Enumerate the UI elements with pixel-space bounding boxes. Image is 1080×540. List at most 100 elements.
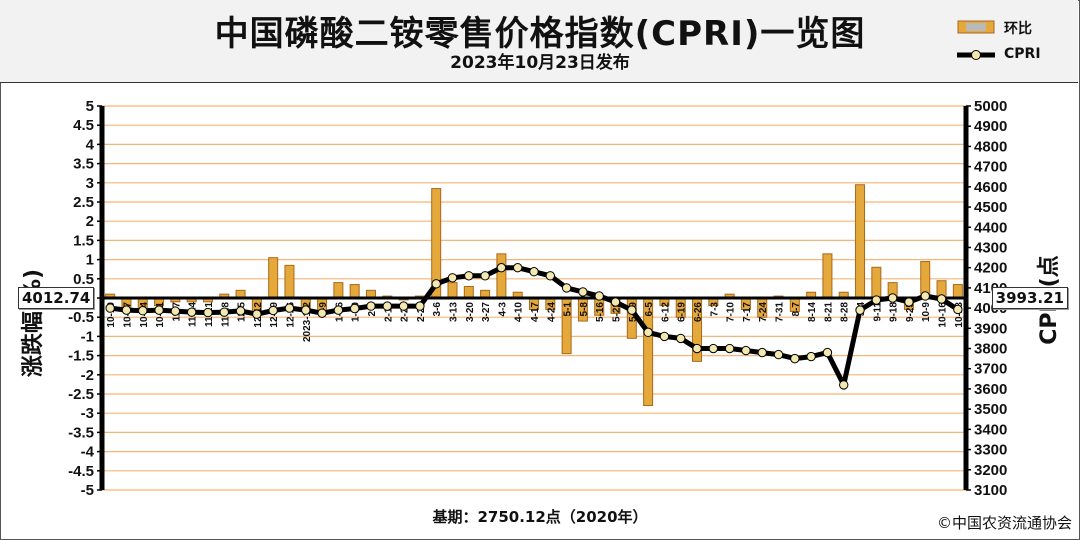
- right-tick-label: 3400: [974, 421, 1007, 438]
- x-tick-label: 8-28: [840, 302, 851, 322]
- right-tick-label: 4600: [974, 179, 1007, 196]
- x-tick-label: 4-3: [497, 302, 508, 317]
- cpri-point: [284, 303, 295, 313]
- cpri-point: [366, 301, 376, 311]
- x-tick-label: 10-16: [938, 302, 949, 328]
- x-tick-label: 2-20: [400, 302, 411, 322]
- x-tick-label: 3-27: [481, 302, 492, 322]
- x-tick-label: 9-25: [905, 302, 916, 322]
- cpri-point: [692, 343, 702, 354]
- x-tick-label: 10-10: [106, 302, 117, 328]
- cpri-point: [170, 306, 181, 316]
- cpri-point: [741, 345, 751, 356]
- cpri-point: [252, 309, 262, 319]
- cpri-point: [529, 267, 539, 277]
- x-tick-label: 3-6: [432, 302, 443, 317]
- cpri-point: [219, 307, 229, 317]
- left-tick-label: -4.5: [68, 463, 94, 480]
- base-period-note: 基期：2750.12点（2020年）: [432, 508, 648, 526]
- cpri-point: [773, 349, 784, 360]
- cpri-point: [235, 306, 246, 316]
- right-tick-label: 3500: [974, 401, 1007, 418]
- x-tick-label: 2023-1-2: [302, 302, 313, 342]
- x-tick-label: 7-24: [758, 302, 769, 322]
- left-tick-label: 2.5: [73, 194, 94, 211]
- bar-mark: [349, 284, 360, 299]
- legend-line-swatch-icon: [957, 50, 995, 60]
- cpri-point: [561, 283, 572, 293]
- left-tick-label: -1: [81, 328, 94, 345]
- cpri-point: [447, 273, 458, 283]
- right-tick-label: 4900: [974, 118, 1007, 135]
- legend-bar-label: 环比: [1004, 21, 1032, 37]
- x-tick-label: 6-12: [660, 302, 671, 322]
- left-tick-label: 4: [86, 136, 95, 153]
- right-tick-label: 3700: [974, 361, 1007, 378]
- x-tick-label: 2-27: [416, 302, 427, 322]
- right-tick-label: 3800: [974, 341, 1007, 358]
- cpri-point: [398, 301, 409, 311]
- end-value-label: 3993.21: [991, 287, 1068, 309]
- right-tick-label: 4700: [974, 159, 1007, 176]
- x-tick-label: 5-16: [595, 302, 606, 322]
- cpri-point: [936, 294, 947, 304]
- start-value-label: 4012.74: [18, 287, 95, 309]
- cpri-point: [904, 297, 914, 307]
- cpri-point: [349, 303, 360, 314]
- bar-mark: [822, 253, 833, 299]
- cpri-point: [154, 305, 164, 315]
- cpri-point: [757, 347, 767, 358]
- left-tick-label: 2: [86, 213, 94, 230]
- cpri-point: [121, 305, 132, 315]
- left-tick-label: 5: [86, 98, 94, 115]
- left-tick-label: 0.5: [73, 271, 94, 288]
- x-tick-label: 10-23: [954, 302, 965, 328]
- cpri-point: [643, 327, 653, 338]
- cpri-point: [496, 262, 507, 273]
- cpri-point: [186, 307, 197, 317]
- cpri-point: [871, 295, 882, 305]
- x-tick-label: 7-3: [709, 302, 720, 317]
- right-tick-label: 3100: [974, 482, 1007, 499]
- left-tick-label: 3.5: [73, 156, 94, 173]
- cpri-point: [480, 271, 490, 281]
- right-tick-label: 5000: [974, 98, 1007, 115]
- left-axis-title: 涨跌幅(%): [21, 269, 46, 377]
- cpri-point: [464, 271, 474, 281]
- bar-mark: [447, 282, 458, 299]
- bar-mark: [463, 285, 474, 299]
- legend-line-label: CPRI: [1004, 46, 1041, 62]
- cpri-point: [806, 351, 816, 362]
- cpri-point: [268, 305, 278, 316]
- cpri-point: [333, 305, 344, 315]
- cpri-point: [724, 343, 735, 354]
- right-tick-label: 4300: [974, 239, 1007, 256]
- cpri-point: [920, 291, 930, 301]
- left-tick-label: -2.5: [68, 386, 94, 403]
- bar-mark: [855, 184, 866, 299]
- bar-mark: [284, 264, 295, 299]
- x-tick-label: 5-1: [563, 302, 574, 317]
- left-tick-label: -1.5: [68, 348, 94, 365]
- legend-bar-swatch-icon: [957, 20, 995, 34]
- chart-subtitle: 2023年10月23日发布: [450, 53, 630, 73]
- bar-mark: [952, 284, 963, 299]
- x-tick-label: 12-26: [285, 302, 296, 328]
- bar-mark: [871, 266, 882, 299]
- right-tick-label: 3600: [974, 381, 1007, 398]
- right-tick-label: 3200: [974, 462, 1007, 479]
- left-tick-label: -3: [81, 405, 94, 422]
- x-tick-label: 5-22: [612, 302, 623, 322]
- cpri-point: [953, 304, 963, 315]
- x-tick-label: 8-7: [791, 302, 802, 317]
- x-tick-label: 4-10: [514, 302, 525, 322]
- left-tick-label: 1.5: [73, 232, 94, 249]
- cpri-point: [382, 301, 392, 311]
- x-tick-label: 7-17: [742, 302, 753, 322]
- cpri-point: [839, 380, 849, 390]
- cpri-point: [203, 307, 213, 318]
- x-tick-label: 4-17: [530, 302, 541, 322]
- left-tick-label: -0.5: [68, 309, 94, 326]
- cpri-point: [594, 291, 604, 301]
